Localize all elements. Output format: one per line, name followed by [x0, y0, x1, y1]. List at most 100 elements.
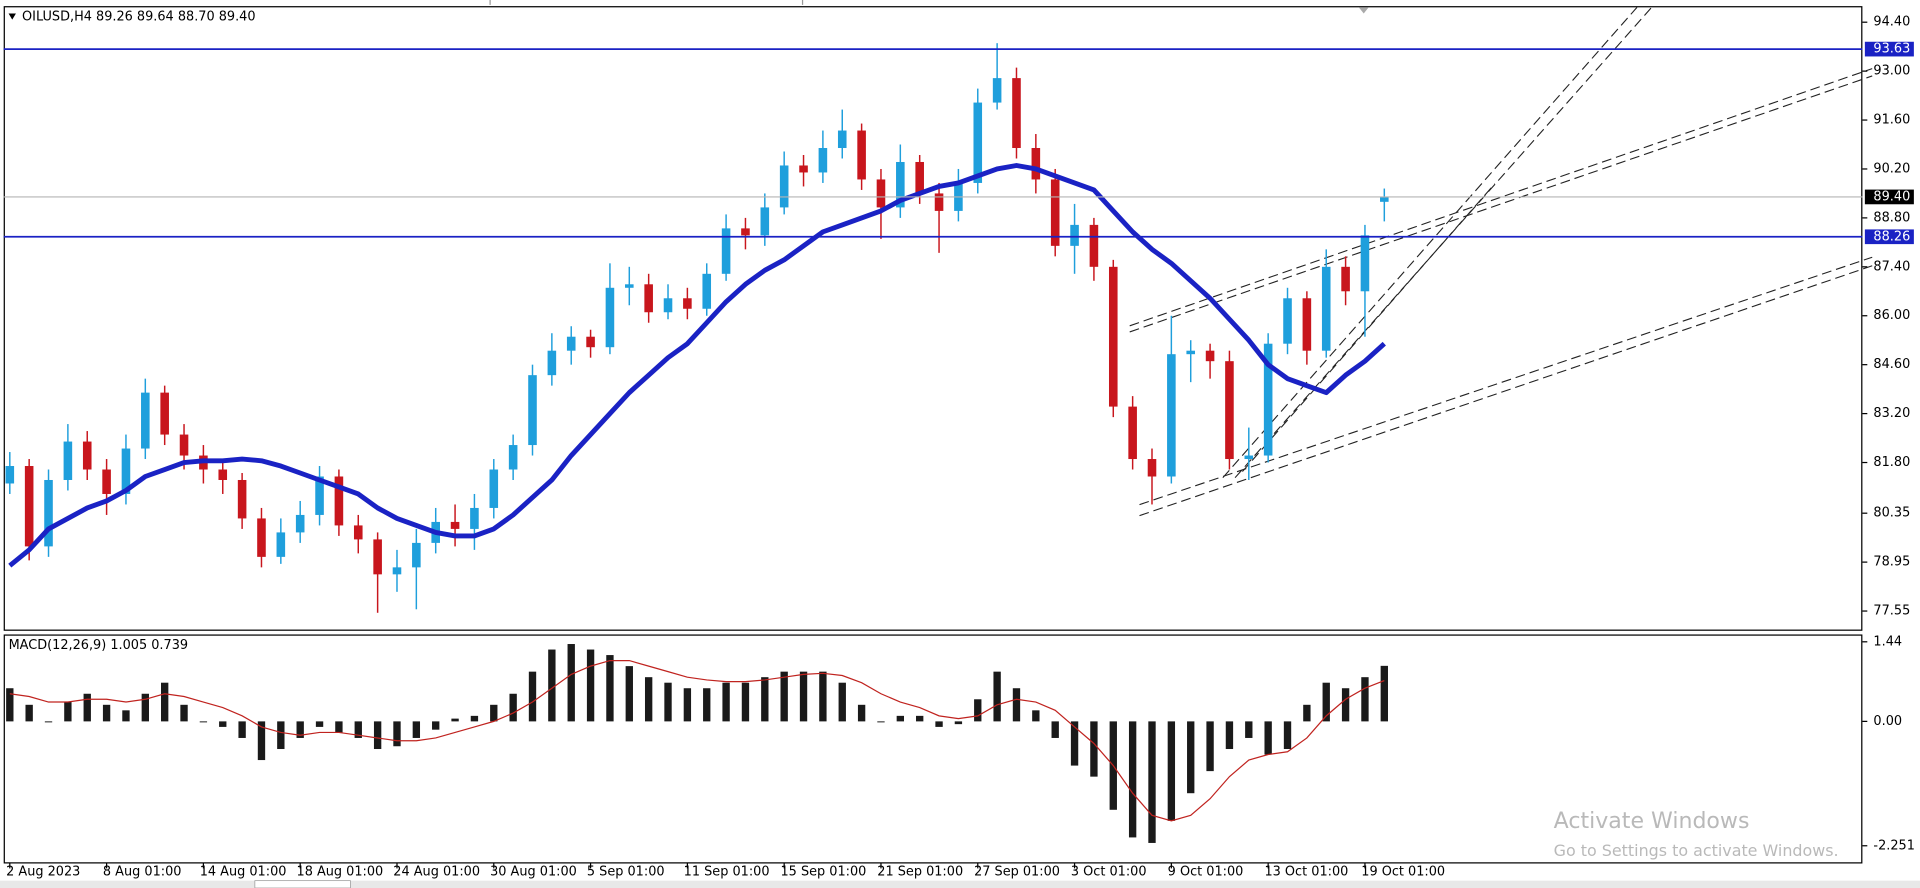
macd-bar — [1051, 721, 1059, 738]
candle-body — [566, 336, 576, 351]
candle-body — [663, 298, 673, 313]
trendlines — [1129, 6, 1873, 517]
candle-body — [837, 130, 847, 149]
macd-bar — [1167, 721, 1176, 821]
macd-panel — [3, 634, 1863, 864]
candle-body — [237, 479, 247, 519]
x-tick-label: 21 Sep 01:00 — [877, 865, 963, 880]
candle-body — [586, 336, 595, 348]
tab-strip — [0, 880, 1920, 888]
candle-body — [818, 148, 828, 173]
candle-body — [915, 161, 924, 194]
level-label: 88.26 — [1873, 229, 1910, 244]
macd-bar — [838, 682, 846, 722]
macd-bar — [896, 715, 905, 722]
macd-bar — [122, 710, 130, 722]
macd-bar — [490, 704, 498, 722]
candle-body — [1089, 224, 1099, 267]
candle-body — [1186, 350, 1196, 355]
tab[interactable] — [254, 880, 351, 888]
macd-bar — [83, 693, 91, 722]
macd-bar — [974, 699, 982, 722]
macd-bar — [1245, 721, 1253, 738]
y-tick-label: 83.20 — [1873, 406, 1910, 421]
candle-body — [508, 445, 518, 470]
macd-bar — [1341, 688, 1350, 722]
macd-bar — [1206, 721, 1214, 772]
x-tick-label: 13 Oct 01:00 — [1264, 865, 1348, 880]
macd-bar — [761, 677, 769, 722]
x-tick-label: 19 Oct 01:00 — [1361, 865, 1445, 880]
macd-bar — [935, 721, 943, 727]
macd-bar — [683, 688, 692, 722]
candle-body — [470, 507, 479, 529]
macd-bar — [180, 704, 188, 722]
candle-body — [82, 441, 92, 470]
macd-bar — [451, 718, 459, 722]
watermark-subtitle: Go to Settings to activate Windows. — [1554, 841, 1839, 860]
candle-body — [779, 165, 789, 208]
macd-bar — [238, 721, 246, 738]
macd-bar — [780, 671, 788, 722]
macd-bar — [741, 682, 750, 722]
candle-body — [857, 130, 866, 180]
y-tick-label: 1.44 — [1873, 634, 1902, 649]
candle-body — [896, 161, 905, 208]
macd-bar — [664, 682, 672, 722]
macd-bar — [199, 721, 208, 723]
x-tick-label: 14 Aug 01:00 — [200, 865, 287, 880]
candle-body — [1283, 298, 1292, 344]
macd-bar — [1283, 721, 1292, 750]
candle-body — [1263, 343, 1273, 456]
price-panel — [3, 6, 1863, 631]
macd-bar — [1361, 677, 1369, 722]
y-tick-label: 81.80 — [1873, 455, 1910, 470]
macd-bar — [277, 721, 285, 750]
macd-bar — [819, 671, 827, 722]
candle-body — [1108, 266, 1118, 407]
level-label-box — [1864, 41, 1914, 57]
candle-body — [741, 228, 750, 236]
x-tick-label: 11 Sep 01:00 — [684, 865, 770, 880]
x-tick-label: 9 Oct 01:00 — [1168, 865, 1244, 880]
macd-bar — [161, 682, 169, 722]
macd-bar — [877, 721, 885, 723]
candle-body — [528, 375, 537, 446]
macd-bar — [528, 671, 537, 722]
x-tick-label: 27 Sep 01:00 — [974, 865, 1060, 880]
candle-body — [141, 392, 150, 449]
macd-bar — [470, 715, 479, 722]
macd-bar — [1264, 721, 1272, 755]
macd-bar — [219, 721, 227, 727]
macd-bar — [315, 721, 324, 727]
macd-bar — [567, 644, 575, 722]
channel-line — [1129, 68, 1873, 327]
x-tick-label: 5 Sep 01:00 — [587, 865, 665, 880]
x-tick-label: 3 Oct 01:00 — [1071, 865, 1147, 880]
candle-body — [934, 193, 944, 211]
macd-bar — [1090, 721, 1098, 777]
macd-bar — [993, 671, 1001, 722]
macd-bar — [64, 702, 72, 722]
trend-line — [1242, 183, 1496, 472]
macd-bar — [509, 693, 517, 722]
macd-bar — [102, 704, 111, 722]
macd-bar — [644, 677, 653, 722]
macd-bar — [586, 649, 595, 722]
candle-body — [450, 521, 460, 529]
x-tick-label: 8 Aug 01:00 — [103, 865, 182, 880]
macd-bar — [799, 671, 808, 722]
y-tick-label: 94.40 — [1873, 15, 1910, 30]
x-tick-label: 2 Aug 2023 — [6, 865, 80, 880]
macd-bar — [1148, 721, 1156, 843]
current-price-label: 89.40 — [1873, 189, 1910, 204]
x-tick-label: 15 Sep 01:00 — [780, 865, 866, 880]
moving-average — [8, 163, 1386, 568]
candle-body — [102, 469, 111, 494]
macd-bar — [1012, 688, 1021, 722]
menu-arrow[interactable] — [8, 13, 16, 20]
macd-signal — [9, 659, 1385, 822]
level-label: 93.63 — [1873, 42, 1910, 57]
